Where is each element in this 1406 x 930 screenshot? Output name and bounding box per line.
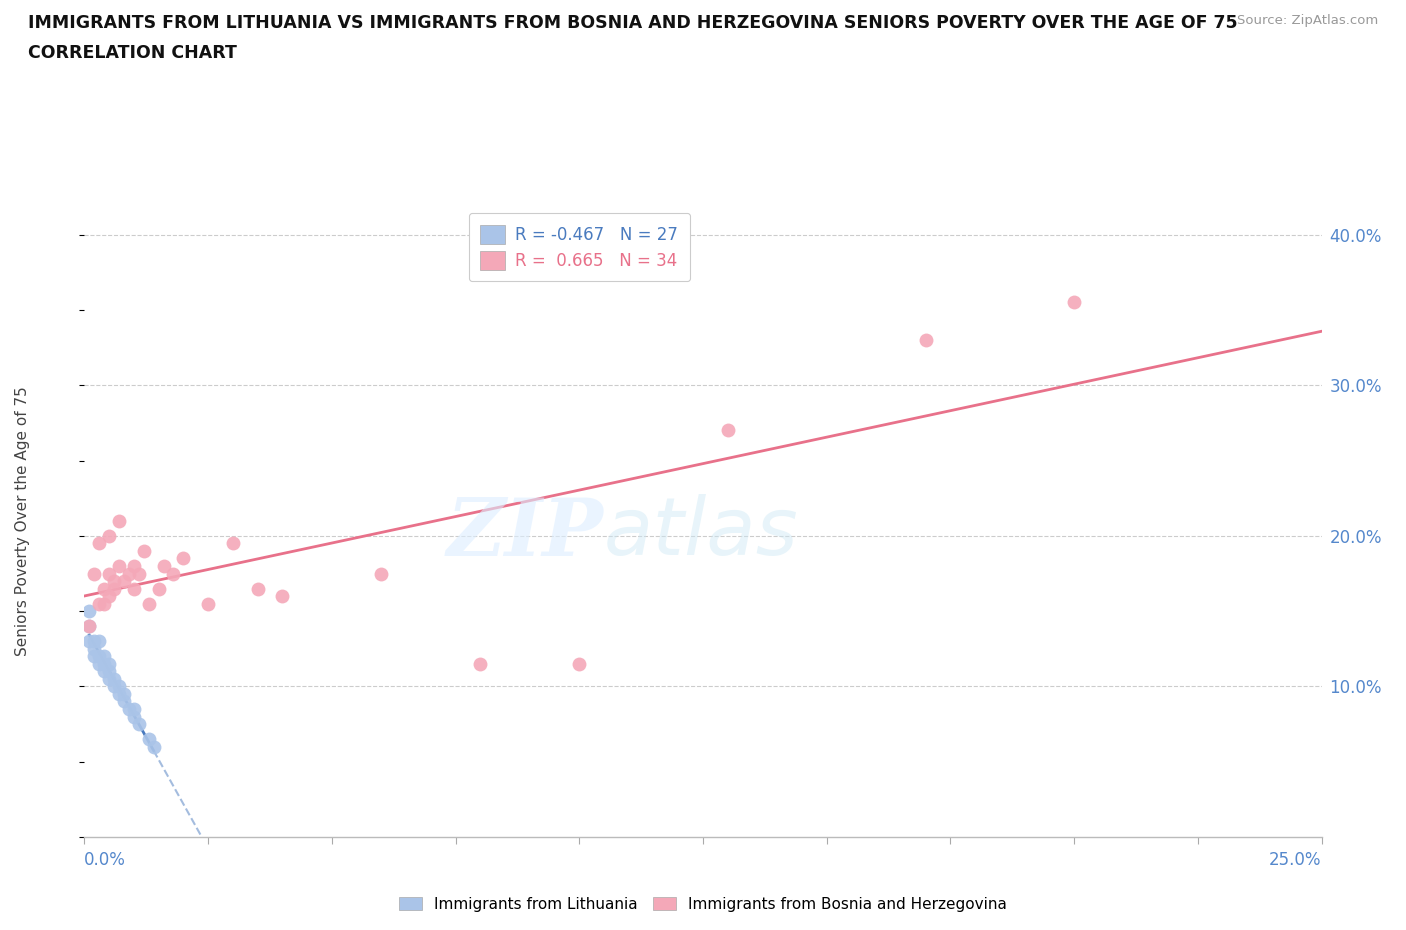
Point xyxy=(108,686,131,701)
Legend: Immigrants from Lithuania, Immigrants from Bosnia and Herzegovina: Immigrants from Lithuania, Immigrants fr… xyxy=(392,890,1014,918)
Point xyxy=(112,686,135,701)
Point xyxy=(89,649,111,664)
Point xyxy=(83,566,105,581)
Point xyxy=(152,559,174,574)
Point xyxy=(89,634,111,649)
Text: CORRELATION CHART: CORRELATION CHART xyxy=(28,44,238,61)
Point xyxy=(112,694,135,709)
Point xyxy=(118,701,141,716)
Point xyxy=(93,649,115,664)
Text: atlas: atlas xyxy=(605,495,799,573)
Point xyxy=(79,618,101,633)
Legend: R = -0.467   N = 27, R =  0.665   N = 34: R = -0.467 N = 27, R = 0.665 N = 34 xyxy=(468,213,690,282)
Point xyxy=(108,559,131,574)
Point xyxy=(568,657,591,671)
Point xyxy=(93,596,115,611)
Point xyxy=(717,423,740,438)
Point xyxy=(98,566,121,581)
Point xyxy=(246,581,269,596)
Point xyxy=(162,566,184,581)
Point xyxy=(103,679,125,694)
Point xyxy=(83,634,105,649)
Point xyxy=(1063,295,1085,310)
Point xyxy=(89,657,111,671)
Point xyxy=(914,333,936,348)
Point xyxy=(122,701,145,716)
Point xyxy=(172,551,194,565)
Text: ZIP: ZIP xyxy=(447,495,605,572)
Point xyxy=(79,618,101,633)
Point xyxy=(128,717,150,732)
Point xyxy=(122,559,145,574)
Point xyxy=(370,566,392,581)
Point xyxy=(148,581,170,596)
Point xyxy=(128,566,150,581)
Point xyxy=(222,536,245,551)
Point xyxy=(103,574,125,589)
Point xyxy=(108,679,131,694)
Point xyxy=(98,589,121,604)
Text: 0.0%: 0.0% xyxy=(84,851,127,869)
Point xyxy=(112,574,135,589)
Point xyxy=(138,596,160,611)
Point xyxy=(93,664,115,679)
Point xyxy=(83,642,105,657)
Point xyxy=(79,634,101,649)
Point xyxy=(103,671,125,686)
Point xyxy=(98,528,121,543)
Point xyxy=(98,664,121,679)
Point xyxy=(122,581,145,596)
Point xyxy=(108,513,131,528)
Point xyxy=(138,732,160,747)
Point xyxy=(93,581,115,596)
Point xyxy=(122,709,145,724)
Text: Seniors Poverty Over the Age of 75: Seniors Poverty Over the Age of 75 xyxy=(15,386,30,656)
Text: IMMIGRANTS FROM LITHUANIA VS IMMIGRANTS FROM BOSNIA AND HERZEGOVINA SENIORS POVE: IMMIGRANTS FROM LITHUANIA VS IMMIGRANTS … xyxy=(28,14,1237,32)
Point xyxy=(89,536,111,551)
Text: Source: ZipAtlas.com: Source: ZipAtlas.com xyxy=(1237,14,1378,27)
Point xyxy=(132,543,155,558)
Point xyxy=(142,739,165,754)
Point xyxy=(197,596,219,611)
Point xyxy=(118,566,141,581)
Point xyxy=(103,581,125,596)
Text: 25.0%: 25.0% xyxy=(1270,851,1322,869)
Point xyxy=(98,657,121,671)
Point xyxy=(79,604,101,618)
Point xyxy=(98,671,121,686)
Point xyxy=(470,657,492,671)
Point xyxy=(83,649,105,664)
Point xyxy=(271,589,294,604)
Point xyxy=(93,657,115,671)
Point xyxy=(89,596,111,611)
